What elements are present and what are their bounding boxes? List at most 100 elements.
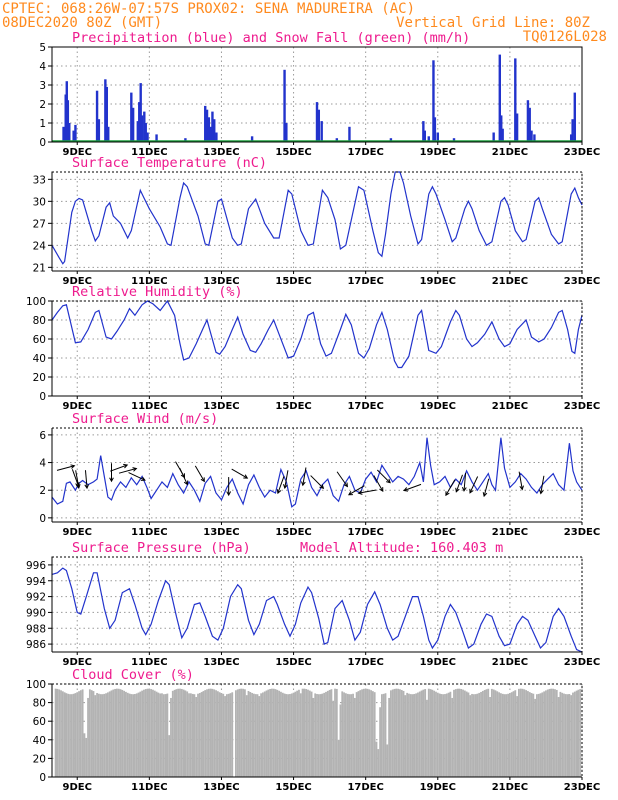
cloud-bar <box>290 693 293 777</box>
cloud-bar <box>384 693 387 777</box>
cloud-bar <box>166 693 169 777</box>
cloud-bar <box>435 691 437 777</box>
cloud-bar <box>245 695 248 777</box>
pres-xtick-label: 17DEC <box>347 657 383 668</box>
cloud-bar <box>112 689 115 777</box>
wind-vector-shaft <box>310 475 324 489</box>
temp-ytick-label: 27 <box>33 218 46 230</box>
precip-bar <box>146 132 149 142</box>
pres-xtick-label: 15DEC <box>275 657 311 668</box>
cloud-bar <box>498 692 500 777</box>
wind-vector <box>348 485 365 496</box>
precip-bar <box>528 107 531 142</box>
wind-vector-head <box>200 477 205 483</box>
rh-ytick-label: 40 <box>33 353 46 365</box>
cloud-bar <box>572 692 574 777</box>
header-station-line: CPTEC: 068:26W-07:57S PROX02: SENA MADUR… <box>2 1 415 17</box>
cloud-bar <box>427 688 430 777</box>
cloud-bar <box>391 689 394 777</box>
rh-ytick-label: 100 <box>26 296 46 308</box>
cloud-bar <box>393 688 396 777</box>
cloud-bar <box>534 698 537 777</box>
cloud-bar <box>579 689 582 777</box>
cloud-bar <box>512 691 515 777</box>
wind-panel: Surface Wind (m/s) 0 2 4 6 9DEC 11DEC 13DEC 15DE… <box>39 411 600 538</box>
cloud-bar <box>296 690 299 777</box>
wind-vector-head <box>519 485 524 491</box>
wind-vector-shaft <box>84 470 88 489</box>
cloud-bar <box>474 694 477 777</box>
cloud-bar <box>357 691 360 777</box>
cloud-bar <box>76 692 79 777</box>
cloud-bar <box>485 689 488 777</box>
cloud-bar <box>189 693 192 777</box>
wind-xtick-label: 19DEC <box>420 527 456 538</box>
cloud-bar <box>81 689 84 777</box>
rh-xtick-label: 19DEC <box>420 401 456 412</box>
cloud-bar <box>568 693 571 777</box>
wind-xtick-label: 21DEC <box>492 527 528 538</box>
wind-vector-head <box>461 487 467 492</box>
temp-series-line <box>51 171 583 265</box>
wind-vector-shaft <box>373 475 384 492</box>
cloud-bar <box>409 694 412 777</box>
cloud-bar <box>153 690 156 777</box>
cloud-bar <box>101 694 104 777</box>
cloud-bar <box>242 688 244 777</box>
wind-vector-head <box>226 491 232 497</box>
precip-bar <box>97 119 101 142</box>
cloud-bar <box>287 694 290 777</box>
wind-vector-shaft <box>469 476 479 494</box>
precip-bar <box>432 60 435 142</box>
cloud-bar <box>148 688 151 777</box>
wind-vector-head <box>379 487 384 493</box>
pres-xtick-label: 11DEC <box>131 657 167 668</box>
wind-vector <box>469 476 479 494</box>
cloud-bar <box>518 688 520 777</box>
temp-xtick-label: 11DEC <box>131 276 167 287</box>
cloud-bar <box>375 741 378 777</box>
wind-vector-shaft <box>284 470 289 489</box>
cloud-bar <box>399 689 401 777</box>
precip-bar <box>104 79 107 142</box>
cloud-bar <box>554 689 556 777</box>
rh-ytick-label: 60 <box>33 334 46 346</box>
pres-ytick-label: 986 <box>26 639 46 651</box>
cloud-bar <box>243 689 246 777</box>
cloud-bar <box>193 694 196 777</box>
wind-vector-shaft <box>110 464 128 472</box>
cloud-bar <box>236 689 239 777</box>
cloud-bar <box>119 689 122 777</box>
precip-bar <box>436 132 439 142</box>
cloud-bar <box>310 691 313 777</box>
wind-vector <box>231 468 249 479</box>
precip-bar <box>213 119 216 142</box>
cloud-bar <box>499 693 502 777</box>
wind-vector-shaft <box>128 472 146 481</box>
cloud-bar <box>550 688 553 777</box>
wind-xtick-label: 17DEC <box>347 527 383 538</box>
cloud-ytick-label: 80 <box>33 698 46 710</box>
temp-title: Surface Temperature (nC) <box>72 155 267 171</box>
wind-vector-head <box>357 490 363 495</box>
cloud-bar <box>559 691 562 777</box>
wind-vector-head <box>243 474 249 479</box>
cloud-bar <box>204 690 207 777</box>
precip-bar <box>315 102 319 142</box>
rh-ytick-label: 0 <box>39 391 46 403</box>
wind-vector-shaft <box>403 483 422 491</box>
cloud-bar <box>164 694 167 777</box>
cloud-bar <box>536 694 538 777</box>
wind-xtick-label: 15DEC <box>275 527 311 538</box>
cloud-bar <box>530 693 533 777</box>
cloud-bar <box>108 691 111 777</box>
cloud-bar <box>438 693 441 777</box>
cloud-bar <box>557 697 560 777</box>
cloud-bar <box>402 690 405 777</box>
cloud-bar <box>334 688 336 777</box>
cloud-bar <box>155 691 158 777</box>
cloud-bar <box>422 689 425 777</box>
cloud-bar <box>307 689 309 777</box>
wind-vector-head <box>469 488 474 494</box>
cloud-bar <box>440 694 443 777</box>
